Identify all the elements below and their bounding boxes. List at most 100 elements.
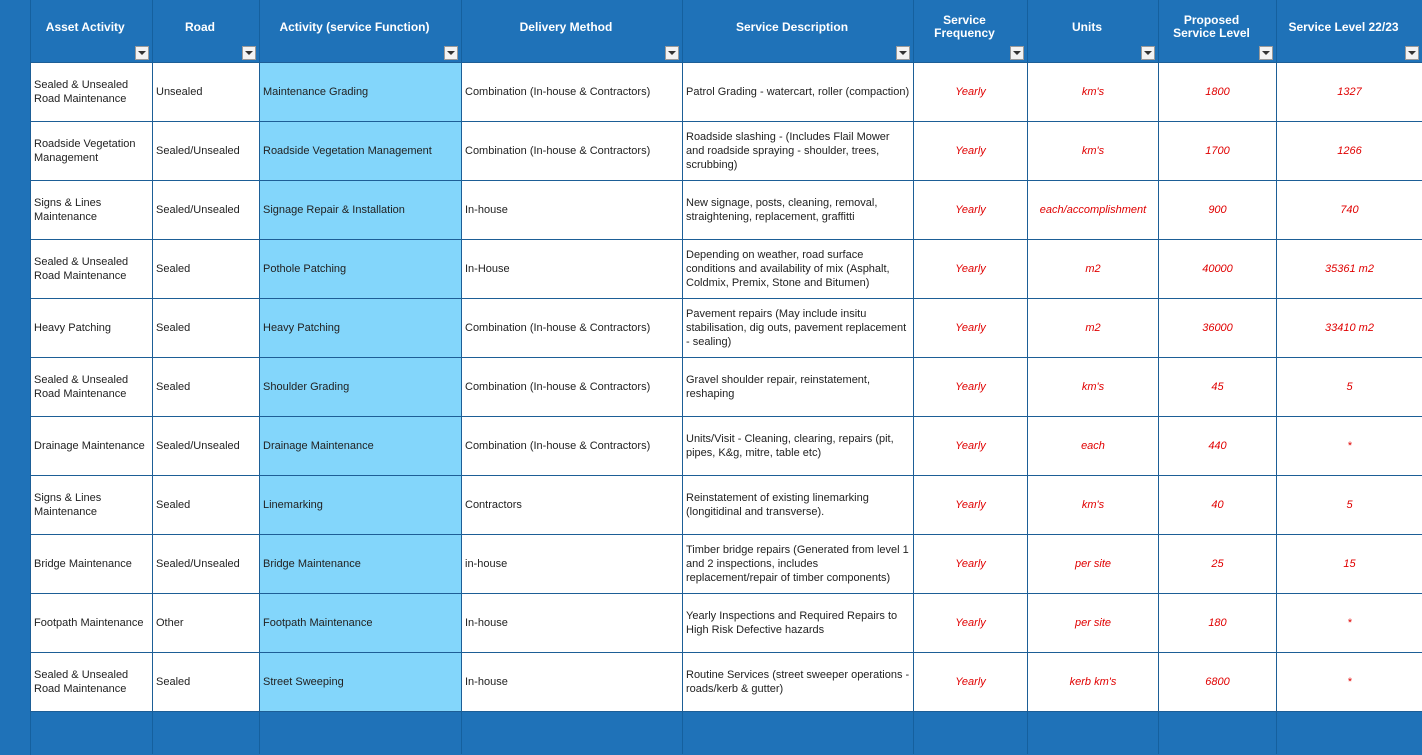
service-frequency-cell[interactable]: Yearly <box>913 298 1028 358</box>
delivery-method-cell[interactable]: Combination (In-house & Contractors) <box>461 357 683 417</box>
proposed-service-level-cell[interactable]: 180 <box>1158 593 1277 653</box>
units-cell[interactable]: km's <box>1027 62 1159 122</box>
units-cell[interactable]: km's <box>1027 121 1159 181</box>
proposed-service-level-cell[interactable]: 6800 <box>1158 652 1277 712</box>
filter-dropdown-button[interactable] <box>896 46 910 60</box>
delivery-method-cell[interactable]: In-house <box>461 180 683 240</box>
proposed-service-level-cell[interactable]: 45 <box>1158 357 1277 417</box>
service-level-22-23-cell[interactable]: 1327 <box>1276 62 1422 122</box>
activity-cell[interactable]: Linemarking <box>259 475 462 535</box>
activity-cell[interactable]: Heavy Patching <box>259 298 462 358</box>
service-frequency-cell[interactable]: Yearly <box>913 62 1028 122</box>
service-frequency-cell[interactable]: Yearly <box>913 416 1028 476</box>
delivery-method-cell[interactable]: In-House <box>461 239 683 299</box>
activity-cell[interactable]: Pothole Patching <box>259 239 462 299</box>
asset-activity-cell[interactable]: Sealed & Unsealed Road Maintenance <box>30 239 153 299</box>
asset-activity-cell[interactable]: Bridge Maintenance <box>30 534 153 594</box>
service-description-cell[interactable]: Gravel shoulder repair, reinstatement, r… <box>682 357 914 417</box>
empty-cell[interactable] <box>152 711 260 754</box>
service-level-22-23-cell[interactable]: * <box>1276 416 1422 476</box>
asset-activity-cell[interactable]: Footpath Maintenance <box>30 593 153 653</box>
delivery-method-cell[interactable]: Combination (In-house & Contractors) <box>461 416 683 476</box>
units-cell[interactable]: m2 <box>1027 298 1159 358</box>
filter-dropdown-button[interactable] <box>135 46 149 60</box>
road-cell[interactable]: Sealed <box>152 239 260 299</box>
proposed-service-level-cell[interactable]: 1800 <box>1158 62 1277 122</box>
asset-activity-cell[interactable]: Sealed & Unsealed Road Maintenance <box>30 62 153 122</box>
service-frequency-cell[interactable]: Yearly <box>913 534 1028 594</box>
filter-dropdown-button[interactable] <box>1141 46 1155 60</box>
empty-cell[interactable] <box>259 711 462 754</box>
service-frequency-cell[interactable]: Yearly <box>913 652 1028 712</box>
service-description-cell[interactable]: Depending on weather, road surface condi… <box>682 239 914 299</box>
units-cell[interactable]: kerb km's <box>1027 652 1159 712</box>
units-cell[interactable]: each/accomplishment <box>1027 180 1159 240</box>
asset-activity-cell[interactable]: Drainage Maintenance <box>30 416 153 476</box>
activity-cell[interactable]: Footpath Maintenance <box>259 593 462 653</box>
empty-cell[interactable] <box>913 711 1028 754</box>
service-description-cell[interactable]: Patrol Grading - watercart, roller (comp… <box>682 62 914 122</box>
road-cell[interactable]: Sealed/Unsealed <box>152 534 260 594</box>
asset-activity-cell[interactable]: Signs & Lines Maintenance <box>30 180 153 240</box>
units-cell[interactable]: m2 <box>1027 239 1159 299</box>
service-description-cell[interactable]: Units/Visit - Cleaning, clearing, repair… <box>682 416 914 476</box>
service-frequency-cell[interactable]: Yearly <box>913 239 1028 299</box>
service-level-22-23-cell[interactable]: 33410 m2 <box>1276 298 1422 358</box>
units-cell[interactable]: each <box>1027 416 1159 476</box>
service-frequency-cell[interactable]: Yearly <box>913 121 1028 181</box>
filter-dropdown-button[interactable] <box>1405 46 1419 60</box>
service-frequency-cell[interactable]: Yearly <box>913 357 1028 417</box>
units-cell[interactable]: km's <box>1027 357 1159 417</box>
delivery-method-cell[interactable]: Combination (In-house & Contractors) <box>461 121 683 181</box>
activity-cell[interactable]: Roadside Vegetation Management <box>259 121 462 181</box>
filter-dropdown-button[interactable] <box>1259 46 1273 60</box>
units-cell[interactable]: per site <box>1027 593 1159 653</box>
service-level-22-23-cell[interactable]: 5 <box>1276 357 1422 417</box>
proposed-service-level-cell[interactable]: 1700 <box>1158 121 1277 181</box>
delivery-method-cell[interactable]: In-house <box>461 593 683 653</box>
proposed-service-level-cell[interactable]: 440 <box>1158 416 1277 476</box>
road-cell[interactable]: Sealed <box>152 652 260 712</box>
delivery-method-cell[interactable]: In-house <box>461 652 683 712</box>
filter-dropdown-button[interactable] <box>665 46 679 60</box>
empty-cell[interactable] <box>1276 711 1422 754</box>
service-level-22-23-cell[interactable]: 35361 m2 <box>1276 239 1422 299</box>
road-cell[interactable]: Sealed/Unsealed <box>152 180 260 240</box>
units-cell[interactable]: km's <box>1027 475 1159 535</box>
road-cell[interactable]: Unsealed <box>152 62 260 122</box>
activity-cell[interactable]: Street Sweeping <box>259 652 462 712</box>
activity-cell[interactable]: Signage Repair & Installation <box>259 180 462 240</box>
delivery-method-cell[interactable]: Contractors <box>461 475 683 535</box>
filter-dropdown-button[interactable] <box>1010 46 1024 60</box>
asset-activity-cell[interactable]: Sealed & Unsealed Road Maintenance <box>30 652 153 712</box>
service-frequency-cell[interactable]: Yearly <box>913 180 1028 240</box>
service-level-22-23-cell[interactable]: 1266 <box>1276 121 1422 181</box>
proposed-service-level-cell[interactable]: 40 <box>1158 475 1277 535</box>
road-cell[interactable]: Sealed <box>152 357 260 417</box>
empty-cell[interactable] <box>1158 711 1277 754</box>
proposed-service-level-cell[interactable]: 25 <box>1158 534 1277 594</box>
service-description-cell[interactable]: Reinstatement of existing linemarking (l… <box>682 475 914 535</box>
delivery-method-cell[interactable]: in-house <box>461 534 683 594</box>
road-cell[interactable]: Other <box>152 593 260 653</box>
filter-dropdown-button[interactable] <box>242 46 256 60</box>
service-level-22-23-cell[interactable]: 5 <box>1276 475 1422 535</box>
proposed-service-level-cell[interactable]: 36000 <box>1158 298 1277 358</box>
service-description-cell[interactable]: New signage, posts, cleaning, removal, s… <box>682 180 914 240</box>
road-cell[interactable]: Sealed/Unsealed <box>152 121 260 181</box>
activity-cell[interactable]: Shoulder Grading <box>259 357 462 417</box>
service-frequency-cell[interactable]: Yearly <box>913 593 1028 653</box>
service-frequency-cell[interactable]: Yearly <box>913 475 1028 535</box>
road-cell[interactable]: Sealed/Unsealed <box>152 416 260 476</box>
asset-activity-cell[interactable]: Heavy Patching <box>30 298 153 358</box>
road-cell[interactable]: Sealed <box>152 475 260 535</box>
asset-activity-cell[interactable]: Roadside Vegetation Management <box>30 121 153 181</box>
service-level-22-23-cell[interactable]: * <box>1276 652 1422 712</box>
service-level-22-23-cell[interactable]: * <box>1276 593 1422 653</box>
proposed-service-level-cell[interactable]: 40000 <box>1158 239 1277 299</box>
service-description-cell[interactable]: Timber bridge repairs (Generated from le… <box>682 534 914 594</box>
asset-activity-cell[interactable]: Sealed & Unsealed Road Maintenance <box>30 357 153 417</box>
empty-cell[interactable] <box>30 711 153 754</box>
filter-dropdown-button[interactable] <box>444 46 458 60</box>
empty-cell[interactable] <box>1027 711 1159 754</box>
